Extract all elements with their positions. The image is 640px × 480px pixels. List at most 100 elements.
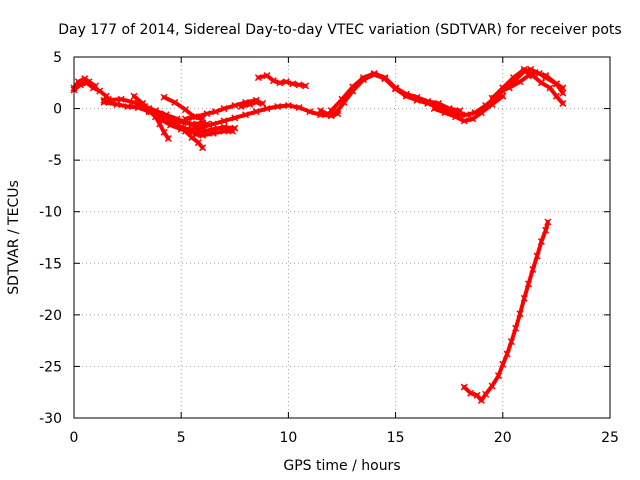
y-tick-label: -25 [39, 359, 62, 375]
data-point [509, 74, 518, 82]
data-point [370, 69, 378, 78]
data-point [460, 383, 468, 391]
data-point [533, 252, 541, 260]
series-s10 [188, 101, 342, 133]
data-point [203, 110, 211, 118]
data-point [199, 144, 207, 152]
data-point [274, 102, 282, 111]
data-point [259, 99, 267, 107]
data-point [537, 79, 545, 87]
series-s11 [181, 127, 207, 152]
series-s7 [145, 107, 172, 143]
data-point [199, 123, 207, 131]
data-point [529, 265, 537, 274]
y-tick-label: 0 [53, 102, 62, 118]
data-point [192, 113, 200, 121]
y-tick-label: -5 [48, 153, 62, 169]
data-point [211, 108, 220, 116]
data-point [317, 107, 325, 115]
series-s19 [460, 218, 552, 404]
data-point [188, 125, 196, 133]
data-point [231, 101, 239, 110]
data-point [306, 108, 314, 116]
plot-frame [73, 56, 611, 419]
series-s12 [237, 98, 267, 111]
data-point [164, 134, 172, 143]
data-point [469, 115, 477, 123]
data-point [488, 94, 496, 102]
data-point [74, 78, 82, 86]
data-point [452, 113, 460, 121]
data-point [456, 107, 464, 115]
data-point [295, 81, 303, 89]
data-point [460, 117, 468, 125]
data-point [516, 78, 524, 86]
x-tick-label: 20 [494, 430, 512, 446]
data-point [209, 120, 217, 128]
data-point [166, 117, 175, 125]
data-point [246, 100, 254, 108]
data-point [524, 280, 533, 288]
data-point [100, 96, 108, 104]
data-point [295, 104, 303, 112]
data-point [477, 109, 485, 117]
data-point [209, 129, 217, 137]
data-point [546, 84, 554, 92]
x-tick-label: 15 [387, 430, 405, 446]
data-point [263, 72, 271, 80]
data-point [430, 105, 438, 113]
series-s18 [488, 65, 567, 107]
data-point [284, 101, 292, 110]
data-point [499, 84, 507, 92]
data-point [482, 390, 490, 398]
data-point [512, 324, 520, 332]
data-point [81, 75, 89, 83]
data-point [520, 294, 528, 302]
data-point [302, 82, 310, 90]
data-point [145, 107, 153, 115]
data-point [529, 72, 537, 80]
x-axis-label: GPS time / hours [283, 458, 400, 474]
series-trace [183, 98, 259, 121]
data-point [181, 115, 190, 123]
data-point [477, 396, 485, 404]
data-point [338, 95, 346, 103]
data-point [220, 127, 228, 135]
data-point [229, 127, 237, 135]
data-point [220, 117, 228, 125]
data-point [117, 95, 125, 103]
data-point [544, 218, 552, 226]
y-tick-label: -20 [39, 308, 62, 324]
data-point [516, 310, 524, 318]
data-point [289, 80, 297, 88]
data-point [156, 120, 164, 128]
data-point [188, 133, 196, 141]
series-s9 [181, 96, 260, 123]
x-tick-label: 10 [279, 430, 297, 446]
data-point [462, 111, 470, 119]
data-point [559, 89, 567, 97]
data-point [499, 360, 507, 368]
data-point [181, 106, 190, 114]
data-point [494, 372, 503, 380]
data-point [184, 119, 192, 127]
data-point [85, 78, 93, 86]
data-point [237, 102, 245, 111]
data-point [124, 102, 132, 111]
data-point [252, 108, 260, 116]
data-point [156, 110, 164, 118]
data-point [276, 79, 284, 87]
data-point [254, 74, 262, 82]
data-point [171, 98, 179, 106]
data-point [349, 83, 357, 91]
series-s15 [327, 69, 464, 115]
data-point [91, 82, 99, 90]
y-tick-label: -30 [39, 411, 62, 427]
data-point [231, 114, 239, 122]
data-point [392, 84, 400, 92]
series-s16 [430, 92, 507, 125]
tick-layer: 0 5 10 15 20 25 5 0 -5 -10 -15 -20 -25 -30 [39, 50, 619, 446]
x-tick-label: 0 [70, 430, 79, 446]
data-point [488, 100, 496, 108]
data-point [151, 113, 160, 121]
